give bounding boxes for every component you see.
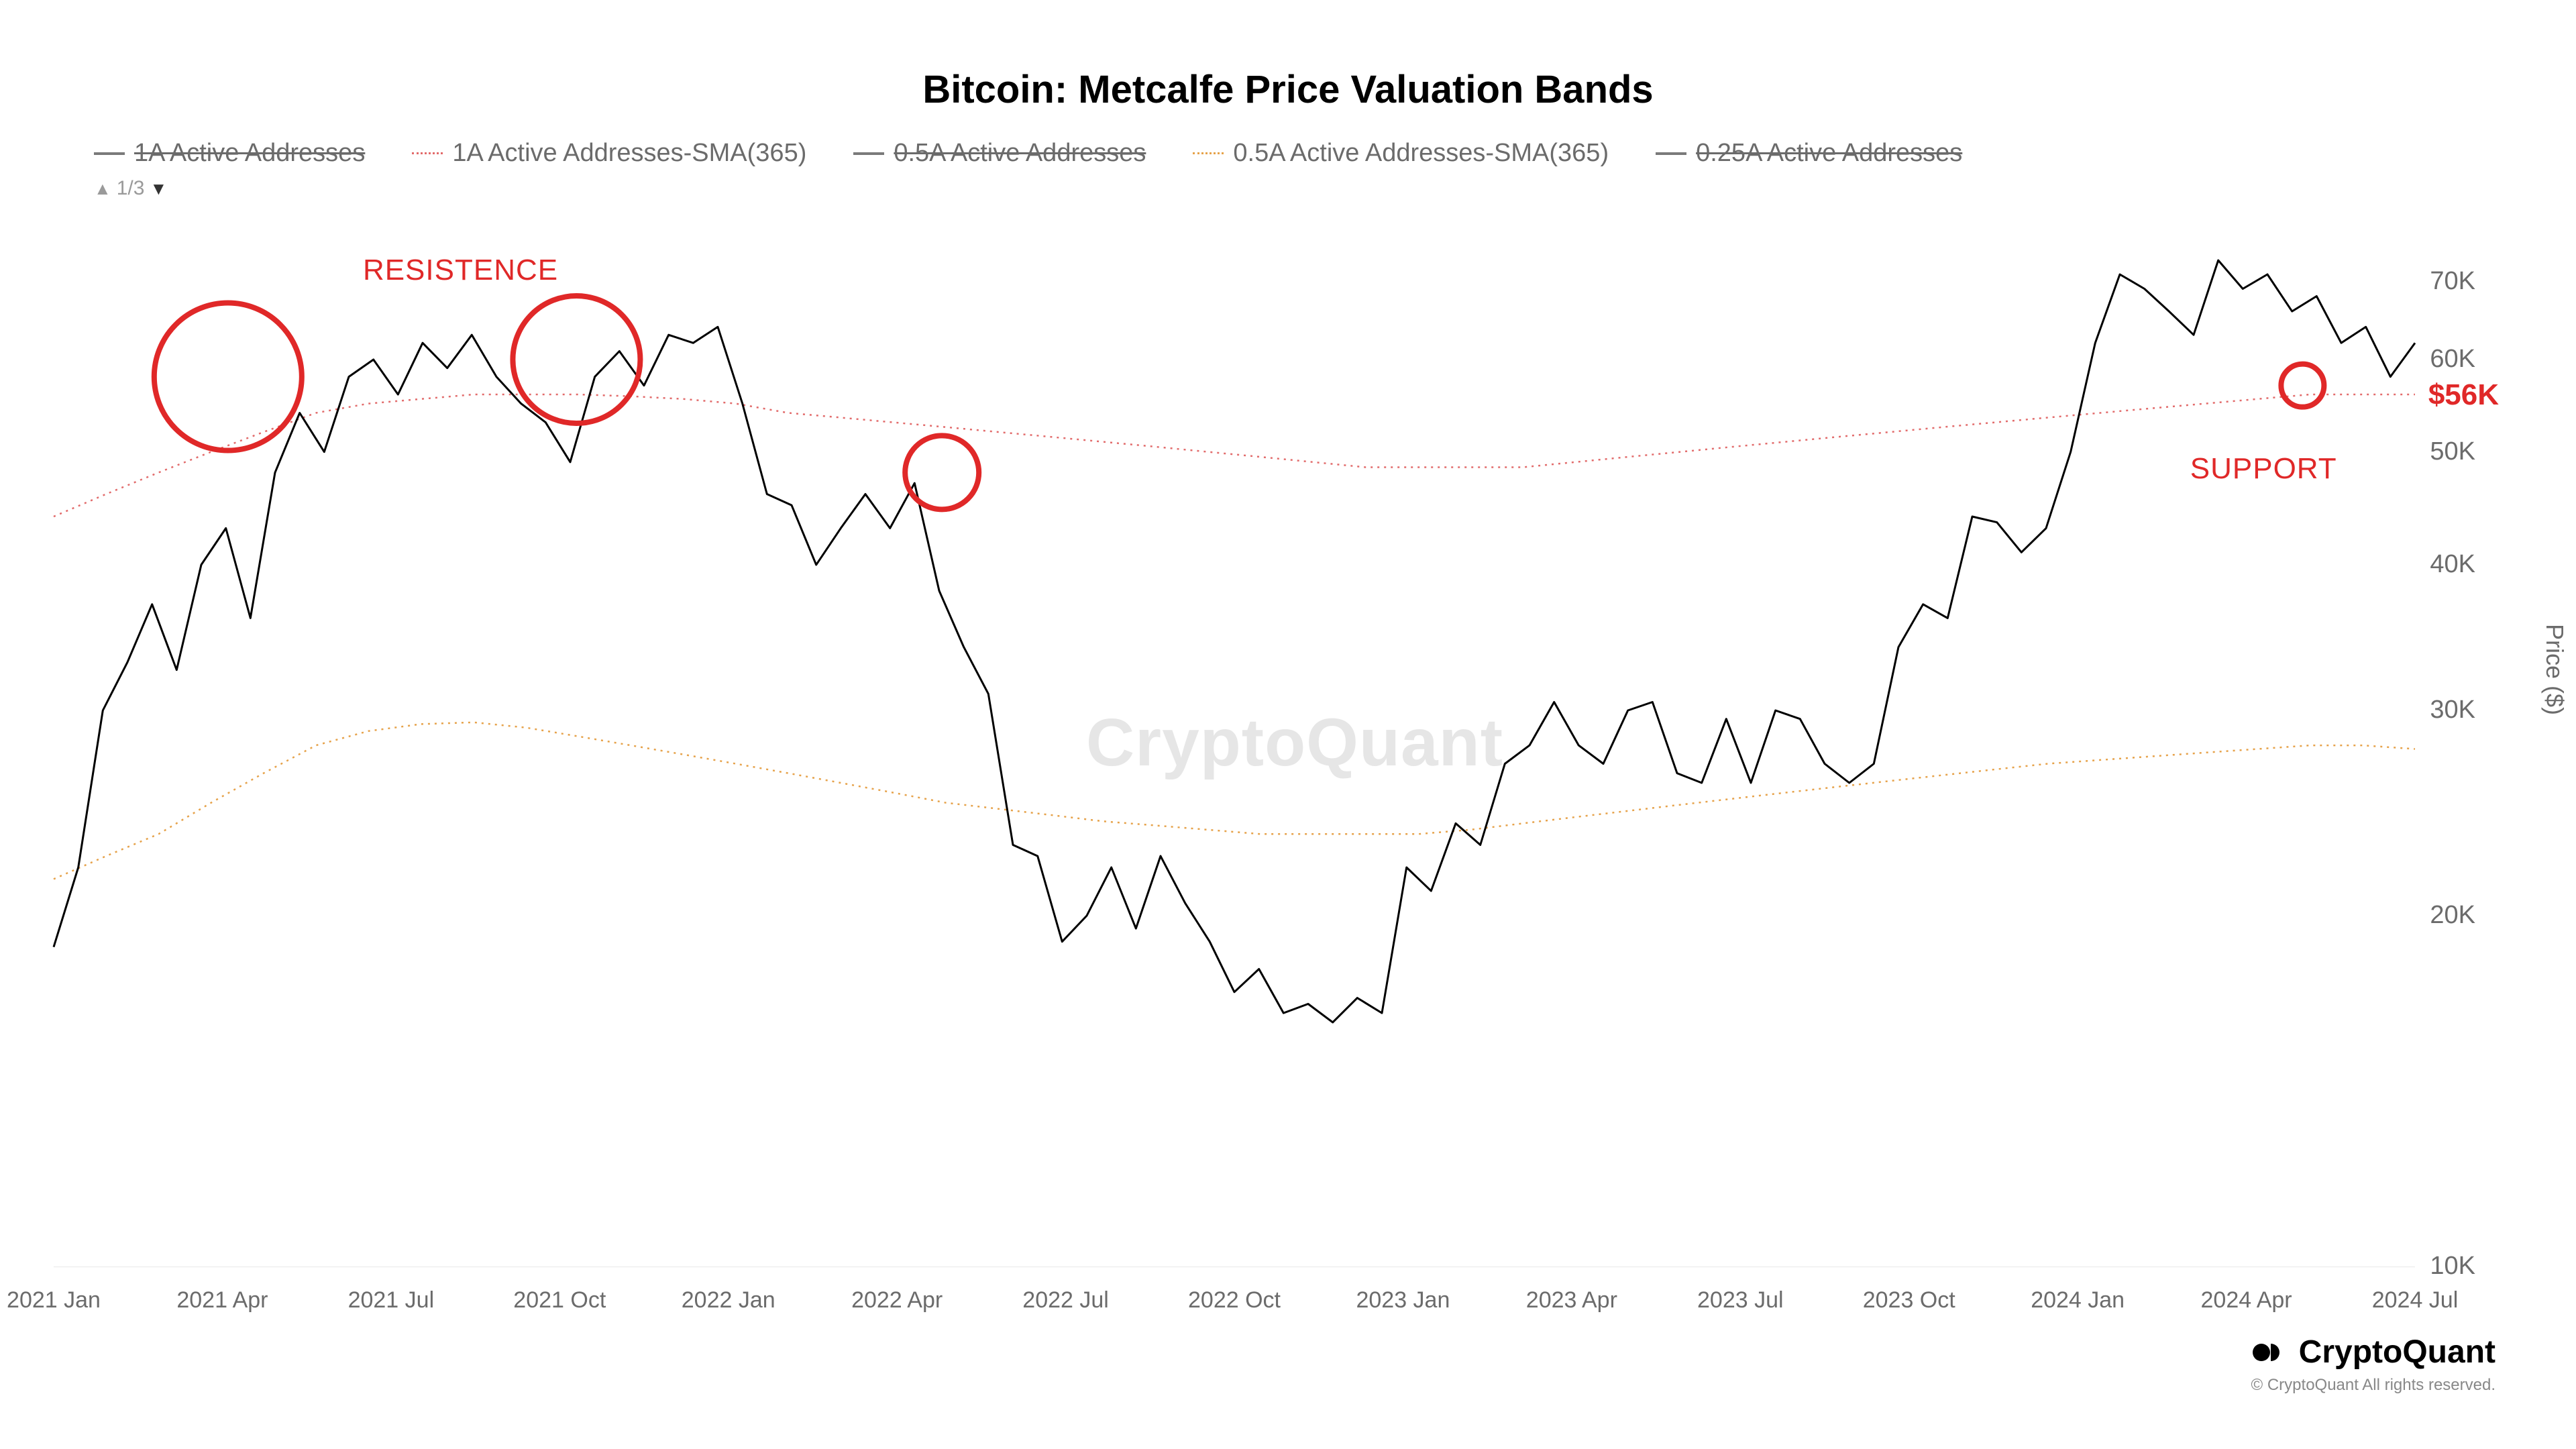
annotation-circle (2281, 364, 2324, 407)
legend-swatch (1656, 152, 1686, 155)
chart-title: Bitcoin: Metcalfe Price Valuation Bands (40, 67, 2536, 112)
series-line (54, 722, 2415, 879)
x-tick-label: 2023 Jan (1356, 1287, 1450, 1313)
legend-item[interactable]: 1A Active Addresses-SMA(365) (412, 139, 806, 168)
x-tick-label: 2024 Jan (2031, 1287, 2125, 1313)
pager-up-icon[interactable]: ▲ (94, 178, 111, 199)
x-tick-label: 2024 Jul (2372, 1287, 2459, 1313)
pager-down-icon[interactable]: ▼ (150, 178, 167, 199)
annotation-circle (154, 303, 302, 451)
footer: CryptoQuant © CryptoQuant All rights res… (40, 1334, 2496, 1395)
series-line (54, 260, 2415, 1022)
x-tick-label: 2021 Jan (7, 1287, 101, 1313)
legend-swatch (853, 152, 884, 155)
legend-item[interactable]: 0.5A Active Addresses-SMA(365) (1193, 139, 1609, 168)
annotation-circle (905, 435, 979, 509)
legend-item[interactable]: 0.25A Active Addresses (1656, 139, 1962, 168)
footer-copyright: © CryptoQuant All rights reserved. (2251, 1376, 2496, 1395)
x-tick-label: 2022 Apr (851, 1287, 943, 1313)
x-tick-label: 2021 Oct (513, 1287, 606, 1313)
legend-pager[interactable]: ▲ 1/3 ▼ (94, 177, 2536, 200)
legend-label: 1A Active Addresses (134, 139, 365, 168)
legend-item[interactable]: 0.5A Active Addresses (853, 139, 1146, 168)
x-tick-label: 2022 Oct (1188, 1287, 1281, 1313)
x-tick-label: 2023 Jul (1697, 1287, 1784, 1313)
x-tick-label: 2022 Jul (1022, 1287, 1109, 1313)
brand-logo-icon (2252, 1338, 2290, 1367)
annotation-circle (513, 296, 640, 423)
price-marker-label: $56K (2428, 378, 2499, 412)
x-tick-label: 2023 Apr (1526, 1287, 1617, 1313)
legend-label: 0.5A Active Addresses (894, 139, 1146, 168)
x-tick-label: 2023 Oct (1863, 1287, 1955, 1313)
support-label: SUPPORT (2190, 452, 2337, 486)
legend: 1A Active Addresses 1A Active Addresses-S… (94, 139, 2536, 168)
legend-label: 1A Active Addresses-SMA(365) (452, 139, 806, 168)
x-tick-label: 2021 Apr (176, 1287, 268, 1313)
y-axis-title: Price ($) (2540, 624, 2569, 715)
x-tick-label: 2024 Apr (2201, 1287, 2292, 1313)
legend-swatch (1193, 152, 1224, 154)
footer-brand: CryptoQuant (2252, 1334, 2496, 1371)
legend-label: 0.5A Active Addresses-SMA(365) (1233, 139, 1609, 168)
legend-swatch (94, 152, 125, 155)
legend-label: 0.25A Active Addresses (1696, 139, 1962, 168)
x-tick-label: 2021 Jul (348, 1287, 435, 1313)
pager-text: 1/3 (117, 177, 145, 200)
chart-svg (54, 220, 2536, 1273)
chart-plot-area: CryptoQuant Price ($) 10K20K30K40K50K60K… (54, 220, 2536, 1273)
legend-item[interactable]: 1A Active Addresses (94, 139, 365, 168)
resistance-label: RESISTENCE (363, 254, 558, 287)
x-tick-label: 2022 Jan (682, 1287, 775, 1313)
series-line (54, 394, 2415, 517)
legend-swatch (412, 152, 443, 154)
